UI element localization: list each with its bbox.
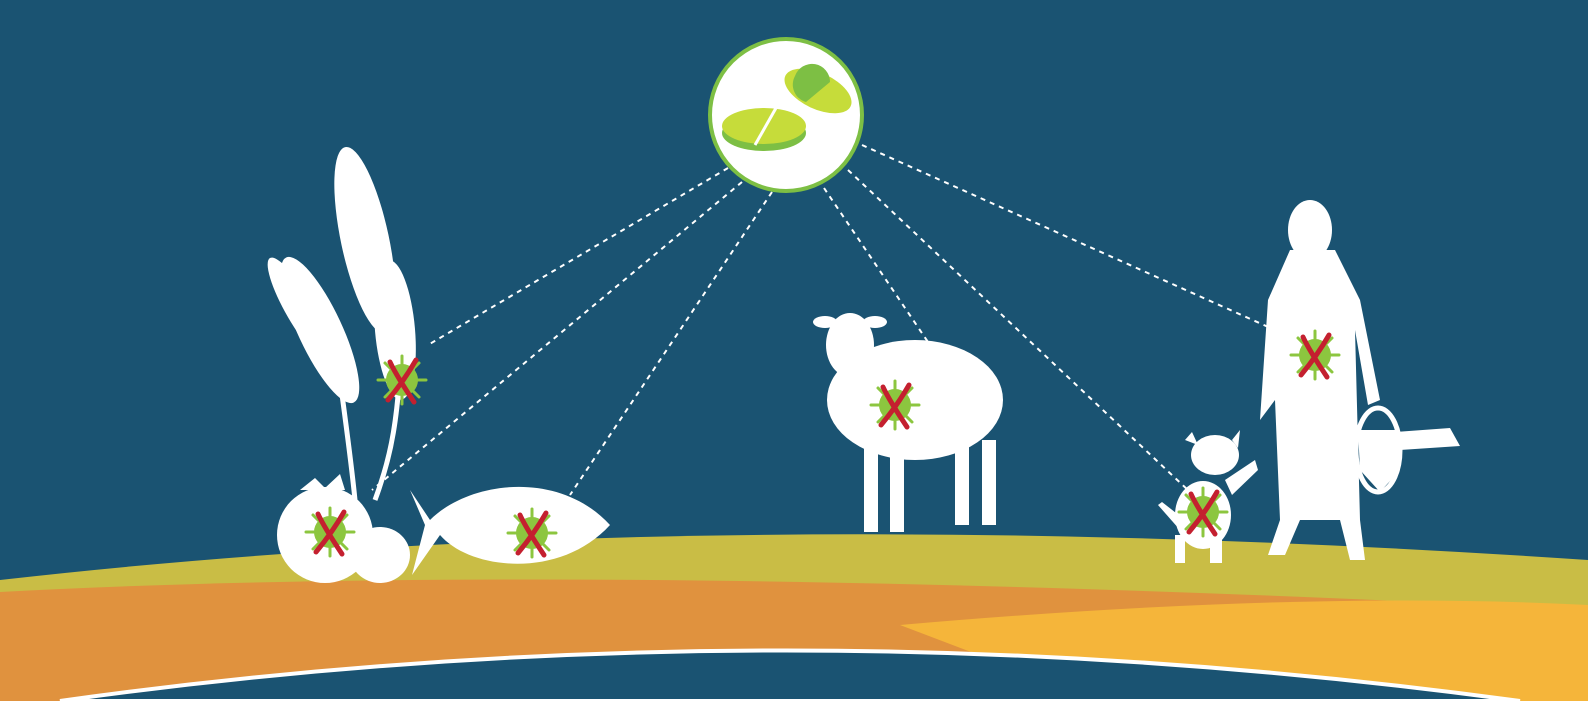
pill-badge [710, 39, 862, 191]
page [0, 0, 1588, 701]
illustration [0, 0, 1588, 701]
ground [0, 534, 1588, 701]
